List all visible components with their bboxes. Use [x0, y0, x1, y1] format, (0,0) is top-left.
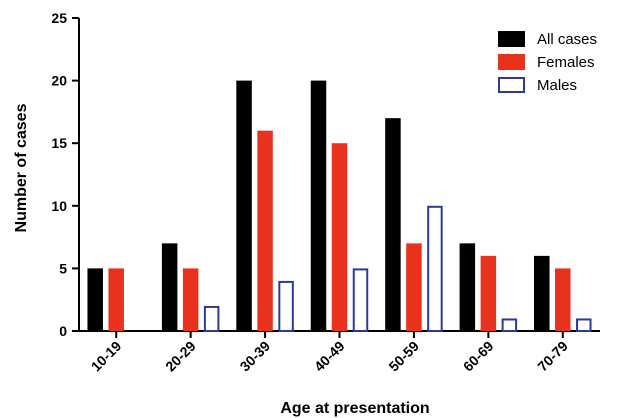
bar-females [555, 268, 571, 331]
bar-males [576, 318, 592, 333]
x-tick-label: 50-59 [385, 338, 422, 375]
legend-swatch [498, 54, 525, 70]
bar-all-cases [310, 80, 327, 331]
bar-females [182, 268, 199, 331]
y-axis-title: Number of cases [13, 103, 30, 232]
bar-females [331, 143, 348, 331]
x-tick-label: 30-39 [237, 338, 274, 375]
bar-all-cases [385, 118, 401, 331]
legend-swatch [498, 77, 525, 93]
bar-males [352, 268, 369, 332]
legend-label: All cases [537, 31, 597, 48]
bar-males [501, 318, 518, 333]
bar-females [108, 268, 124, 331]
x-tick-label: 70-79 [534, 338, 571, 375]
bar-females [406, 243, 422, 331]
y-tick-label: 15 [51, 135, 67, 151]
legend: All cases Females Males [498, 31, 597, 94]
bar-all-cases [459, 243, 476, 331]
bar-all-cases [236, 80, 252, 331]
bar-females [480, 255, 497, 331]
y-axis: 0 5 10 15 20 25 [51, 10, 80, 339]
x-tick-label: 20-29 [162, 338, 199, 375]
bar-males [278, 280, 294, 333]
bar-males [427, 205, 443, 332]
x-tick-label: 40-49 [311, 338, 348, 375]
y-tick-label: 10 [51, 198, 67, 214]
bars [87, 80, 592, 333]
bar-all-cases [534, 255, 550, 331]
x-tick-label: 60-69 [460, 338, 497, 375]
y-tick-label: 5 [59, 260, 67, 276]
y-tick-label: 20 [51, 73, 67, 89]
legend-label: Females [537, 54, 595, 71]
bar-males [203, 305, 220, 332]
y-tick-label: 0 [59, 323, 67, 339]
bar-all-cases [161, 243, 178, 331]
legend-swatch [498, 31, 525, 47]
legend-label: Males [537, 77, 577, 94]
x-axis: 10-19 20-29 30-39 40-49 50-59 60-69 70-79 [78, 330, 600, 375]
bar-all-cases [87, 268, 103, 331]
x-axis-title: Age at presentation [280, 400, 429, 417]
bar-females [257, 130, 273, 331]
x-tick-label: 10-19 [88, 338, 125, 375]
y-tick-label: 25 [51, 10, 67, 26]
